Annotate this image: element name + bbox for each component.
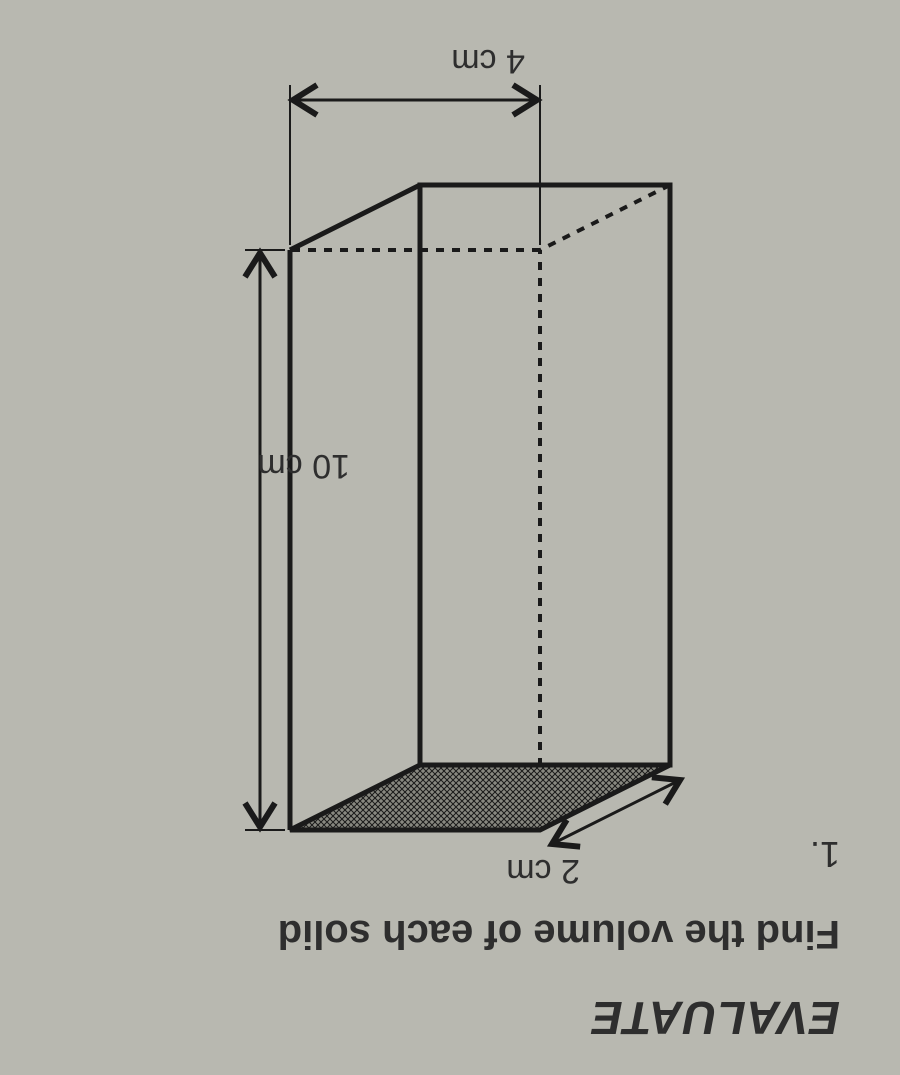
section-title: EVALUATE bbox=[20, 991, 840, 1045]
prism-svg bbox=[120, 25, 720, 885]
instruction-text: Find the volume of each solid bbox=[20, 911, 840, 956]
label-height: 10 cm bbox=[257, 446, 350, 485]
header: EVALUATE Find the volume of each solid bbox=[20, 911, 840, 1045]
edge-bottom-left-depth bbox=[540, 185, 670, 250]
front-face bbox=[420, 185, 670, 765]
edge-bottom-right-depth bbox=[290, 185, 420, 250]
page-content: EVALUATE Find the volume of each solid 1… bbox=[0, 0, 900, 1075]
label-width: 4 cm bbox=[451, 41, 525, 80]
label-depth: 2 cm bbox=[506, 851, 580, 890]
top-face bbox=[290, 765, 670, 830]
problem-number: 1. bbox=[810, 833, 840, 875]
prism-diagram: 2 cm 10 cm 4 cm bbox=[120, 25, 720, 885]
